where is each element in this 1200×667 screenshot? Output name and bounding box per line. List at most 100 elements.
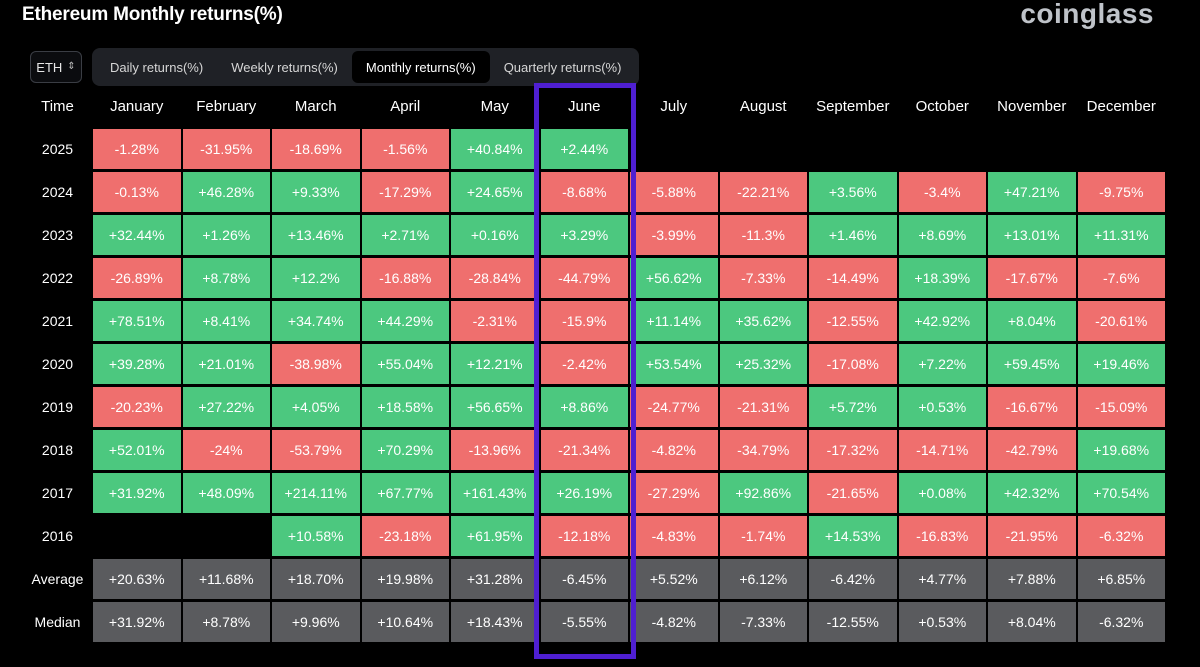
return-cell: -34.79% [719, 430, 807, 470]
asset-select-value: ETH [36, 59, 63, 75]
table-row-2022: 2022 -26.89% +8.78% +12.2% -16.88% -28.84% -44… [24, 258, 1167, 301]
return-cell: -5.55% [540, 602, 628, 642]
return-cell: -26.89% [93, 258, 181, 298]
return-cell [630, 129, 718, 169]
return-cell: +25.32% [719, 344, 807, 384]
return-cell: +13.46% [272, 215, 360, 255]
return-cell: +21.01% [182, 344, 270, 384]
return-cell: -22.21% [719, 172, 807, 212]
return-cell: -12.55% [809, 602, 897, 642]
return-cell: +9.96% [272, 602, 360, 642]
return-cell: +48.09% [182, 473, 270, 513]
return-cell: -15.9% [540, 301, 628, 341]
column-header-may: May [480, 97, 509, 115]
table-row-2021: 2021 +78.51% +8.41% +34.74% +44.29% -2.31% -15… [24, 301, 1167, 344]
return-cell: +20.63% [93, 559, 181, 599]
tab-daily-returns[interactable]: Daily returns(%) [110, 59, 204, 75]
tab-quarterly-returns[interactable]: Quarterly returns(%) [503, 59, 622, 75]
return-cell: +2.44% [540, 129, 628, 169]
column-header-june: June [567, 97, 601, 115]
return-cell: +34.74% [272, 301, 360, 341]
return-cell: -8.68% [540, 172, 628, 212]
column-header-november: November [997, 97, 1067, 115]
return-cell: +39.28% [93, 344, 181, 384]
return-cell: +27.22% [182, 387, 270, 427]
return-cell: +56.65% [451, 387, 539, 427]
row-label: 2023 [41, 227, 74, 243]
return-cell: +214.11% [272, 473, 360, 513]
row-label: 2018 [41, 442, 74, 458]
return-cell: +8.86% [540, 387, 628, 427]
column-header-march: March [294, 97, 337, 115]
return-cell: -21.34% [540, 430, 628, 470]
row-label: 2019 [41, 399, 74, 415]
return-cell: +53.54% [630, 344, 718, 384]
return-cell [988, 129, 1076, 169]
return-cell: +0.53% [898, 602, 986, 642]
return-cell: -7.33% [719, 258, 807, 298]
column-header-july: July [660, 97, 688, 115]
tab-weekly-returns[interactable]: Weekly returns(%) [231, 59, 338, 75]
return-cell: +11.68% [182, 559, 270, 599]
return-cell: +8.78% [182, 258, 270, 298]
return-cell [720, 129, 808, 169]
return-cell: +44.29% [361, 301, 449, 341]
return-cell: +18.70% [272, 559, 360, 599]
return-cell: -31.95% [182, 129, 270, 169]
asset-select[interactable]: ETH ⇕ [30, 51, 82, 83]
column-header-december: December [1086, 97, 1156, 115]
tab-monthly-returns[interactable]: Monthly returns(%) [351, 51, 490, 83]
return-cell: -24.77% [630, 387, 718, 427]
return-cell: +26.19% [540, 473, 628, 513]
return-cell: -2.42% [540, 344, 628, 384]
return-cell: +55.04% [361, 344, 449, 384]
stat-row-average: Average +20.63% +11.68% +18.70% +19.98% +31.2… [24, 559, 1167, 602]
return-cell: +56.62% [630, 258, 718, 298]
stat-row-median: Median +31.92% +8.78% +9.96% +10.64% +18.43% -… [24, 602, 1167, 645]
return-cell: -6.45% [540, 559, 628, 599]
return-cell: +161.43% [451, 473, 539, 513]
row-label: Median [34, 614, 81, 630]
return-cell: +70.29% [361, 430, 449, 470]
return-cell: -9.75% [1077, 172, 1165, 212]
table-row-2025: 2025 -1.28% -31.95% -18.69% -1.56% +40.84% +2.… [24, 129, 1167, 172]
return-cell: +67.77% [361, 473, 449, 513]
row-label: 2017 [41, 485, 74, 501]
table-row-2020: 2020 +39.28% +21.01% -38.98% +55.04% +12.21% -… [24, 344, 1167, 387]
return-cell: +0.08% [898, 473, 986, 513]
return-cell: +31.92% [93, 473, 181, 513]
return-cell: -13.96% [451, 430, 539, 470]
return-cell: +19.98% [361, 559, 449, 599]
return-cell: -21.95% [988, 516, 1076, 556]
return-cell: +35.62% [719, 301, 807, 341]
return-cell: -17.67% [988, 258, 1076, 298]
return-cell: +7.22% [898, 344, 986, 384]
return-cell: -4.83% [630, 516, 718, 556]
return-cell: -1.74% [719, 516, 807, 556]
return-cell: +47.21% [988, 172, 1076, 212]
return-cell: -4.82% [630, 430, 718, 470]
return-cell: +42.32% [988, 473, 1076, 513]
return-cell: -44.79% [540, 258, 628, 298]
return-cell: -14.71% [898, 430, 986, 470]
return-cell: +1.26% [182, 215, 270, 255]
return-cell: +18.39% [898, 258, 986, 298]
return-cell: +1.46% [809, 215, 897, 255]
return-cell: +8.78% [182, 602, 270, 642]
return-cell: +59.45% [988, 344, 1076, 384]
return-cell: +92.86% [719, 473, 807, 513]
return-cell: -2.31% [451, 301, 539, 341]
returns-table: Time January February March April May June July… [24, 86, 1167, 645]
return-cell: +70.54% [1077, 473, 1165, 513]
coinglass-logo: coinglass [1020, 0, 1154, 29]
table-row-2016: 2016 +10.58% -23.18% +61.95% -12.18% -4.83% -1… [24, 516, 1167, 559]
return-cell: -23.18% [361, 516, 449, 556]
table-row-2024: 2024 -0.13% +46.28% +9.33% -17.29% +24.65% -8.… [24, 172, 1167, 215]
return-cell: -16.83% [898, 516, 986, 556]
return-cell: +10.64% [361, 602, 449, 642]
return-cell: -17.29% [361, 172, 449, 212]
return-cell: +12.2% [272, 258, 360, 298]
return-cell: +0.53% [898, 387, 986, 427]
return-cell: -18.69% [272, 129, 360, 169]
return-cell: +5.52% [630, 559, 718, 599]
